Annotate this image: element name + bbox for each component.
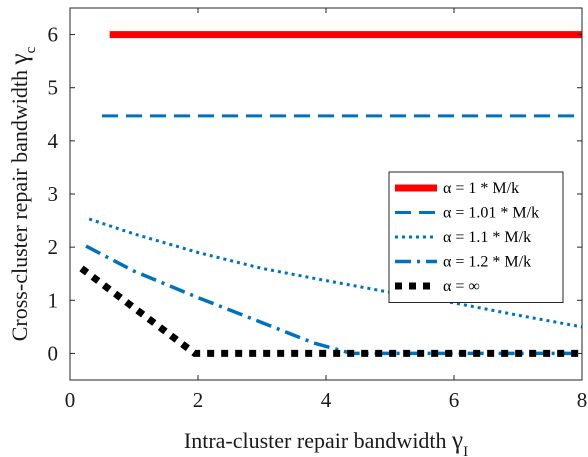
x-axis-label-symbol: γ	[451, 427, 463, 454]
legend-label-5: α = ∞	[443, 278, 480, 295]
y-tick-label: 2	[48, 235, 59, 259]
x-tick-label: 6	[449, 388, 460, 412]
y-tick-label: 6	[48, 23, 59, 47]
legend-label-2: α = 1.01 * M/k	[443, 205, 539, 222]
legend-label-4: α = 1.2 * M/k	[443, 254, 531, 271]
x-axis-label: Intra-cluster repair bandwidth γI	[184, 427, 468, 457]
x-tick-label: 2	[193, 388, 204, 412]
y-axis-label-symbol: γ	[6, 53, 33, 65]
x-axis-label-sub: I	[463, 444, 468, 457]
series-layer	[79, 31, 583, 357]
y-axis-label: Cross-cluster repair bandwidth γc	[6, 46, 39, 341]
y-tick-label: 0	[48, 341, 59, 365]
y-tick-label: 1	[48, 288, 59, 312]
y-tick-label: 5	[48, 76, 59, 100]
x-tick-label: 0	[65, 388, 76, 412]
x-tick-label: 8	[577, 388, 588, 412]
series-line-5	[79, 265, 582, 357]
y-tick-label: 4	[48, 129, 59, 153]
legend: α = 1 * M/k α = 1.01 * M/k α = 1.1 * M/k α …	[388, 171, 564, 303]
legend-label-3: α = 1.1 * M/k	[443, 229, 531, 246]
ticks-layer: 0 2 4 6 8 0 1 2 3 4 5 6	[48, 8, 588, 412]
y-tick-label: 3	[48, 182, 59, 206]
y-axis-label-text: Cross-cluster repair bandwidth	[7, 64, 32, 341]
y-axis-label-sub: c	[23, 46, 39, 53]
x-tick-label: 4	[321, 388, 332, 412]
x-axis-label-text: Intra-cluster repair bandwidth	[184, 428, 452, 453]
legend-label-1: α = 1 * M/k	[443, 180, 519, 197]
